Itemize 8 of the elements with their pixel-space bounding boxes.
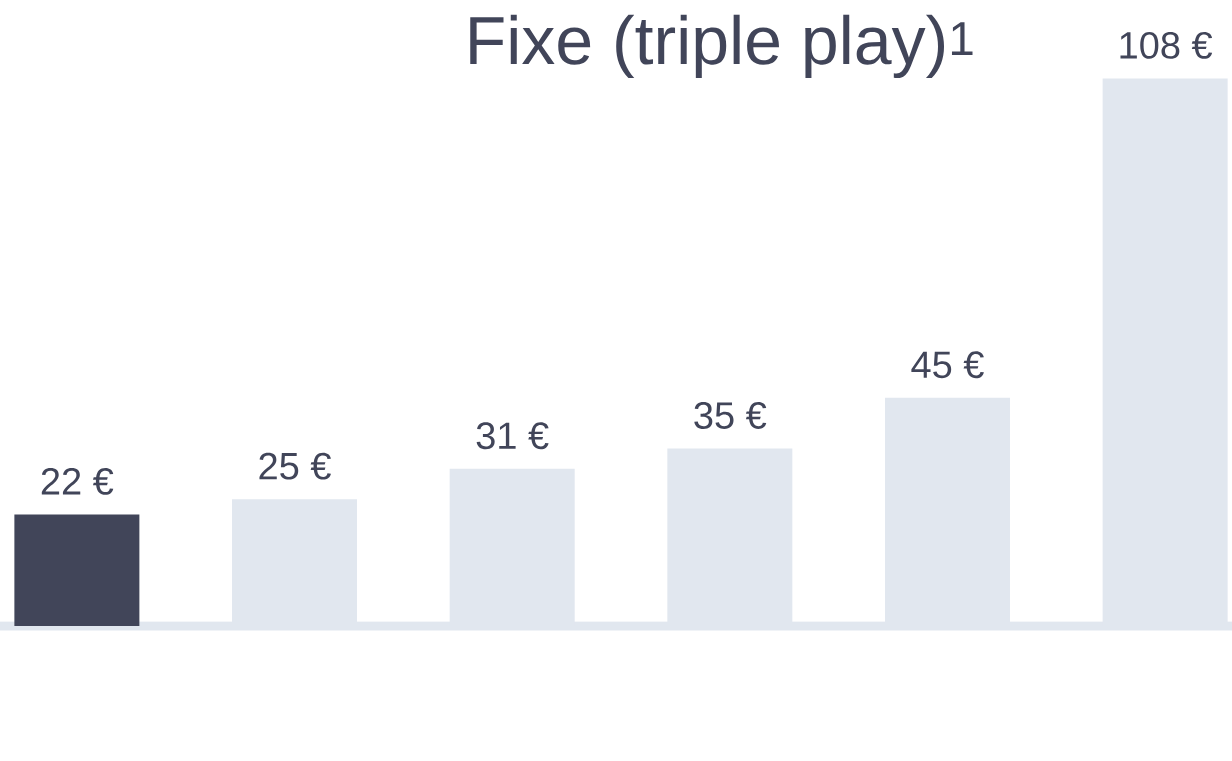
data-label: 22 € [41, 467, 114, 495]
data-label: 45 € [911, 351, 984, 379]
data-label: 31 € [476, 422, 549, 450]
chart-title: Fixe (triple play)$^{1}$ [470, 14, 973, 79]
data-label: 35 € [694, 402, 767, 429]
data-label: 108 € [1120, 31, 1213, 59]
bar [14, 514, 140, 626]
data-label: 25 € [259, 452, 331, 480]
